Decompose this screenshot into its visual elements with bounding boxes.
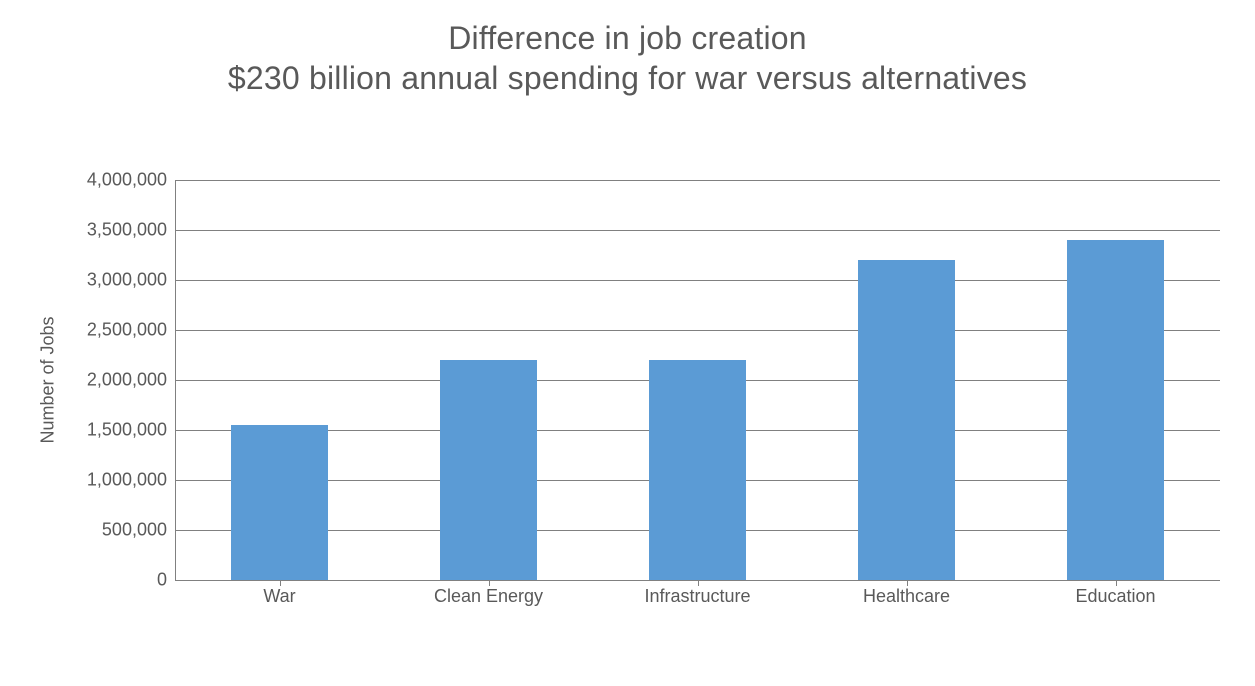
chart-title-line1: Difference in job creation: [448, 20, 807, 56]
y-tick-label: 500,000: [102, 520, 175, 541]
y-tick-label: 3,000,000: [87, 270, 175, 291]
chart-title-line2: $230 billion annual spending for war ver…: [228, 60, 1027, 96]
x-tick-mark: [698, 580, 699, 586]
y-tick-label: 1,000,000: [87, 470, 175, 491]
x-tick-mark: [280, 580, 281, 586]
plot-area: 0500,0001,000,0001,500,0002,000,0002,500…: [175, 180, 1220, 580]
chart-title: Difference in job creation $230 billion …: [0, 0, 1255, 98]
y-tick-label: 1,500,000: [87, 420, 175, 441]
gridline: [175, 330, 1220, 331]
bar-healthcare: [858, 260, 954, 580]
y-axis-line: [175, 180, 176, 580]
bar-education: [1067, 240, 1163, 580]
x-tick-mark: [907, 580, 908, 586]
gridline: [175, 280, 1220, 281]
y-tick-label: 2,000,000: [87, 370, 175, 391]
y-tick-label: 4,000,000: [87, 170, 175, 191]
gridline: [175, 180, 1220, 181]
y-tick-label: 3,500,000: [87, 220, 175, 241]
x-tick-mark: [489, 580, 490, 586]
bar-infrastructure: [649, 360, 745, 580]
bar-war: [231, 425, 327, 580]
y-axis-label: Number of Jobs: [38, 316, 59, 443]
gridline: [175, 230, 1220, 231]
y-tick-label: 0: [157, 570, 175, 591]
y-tick-label: 2,500,000: [87, 320, 175, 341]
chart-container: Difference in job creation $230 billion …: [0, 0, 1255, 686]
x-tick-mark: [1116, 580, 1117, 586]
bar-clean-energy: [440, 360, 536, 580]
